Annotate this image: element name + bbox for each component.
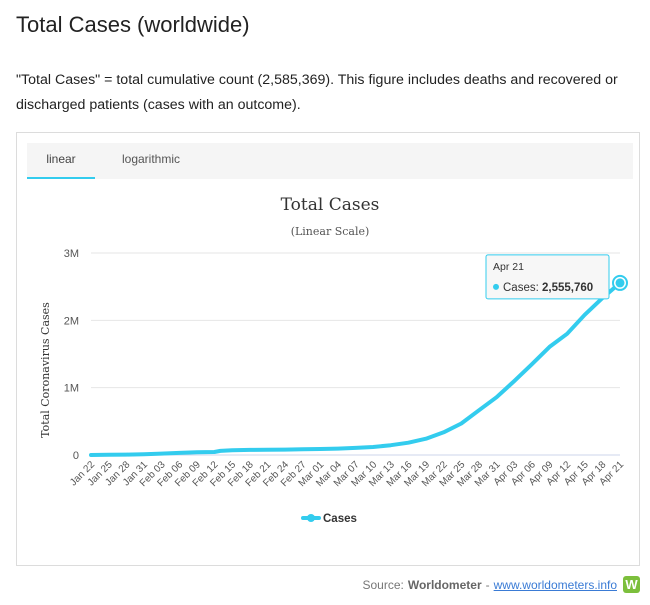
scale-tab-bar: linear logarithmic [27, 143, 633, 179]
tooltip: Apr 21 Cases: 2,555,760 [485, 254, 610, 300]
chart-panel: linear logarithmic Total Cases (Linear S… [16, 132, 640, 566]
page-title: Total Cases (worldwide) [16, 12, 250, 37]
chart-title: Total Cases [281, 195, 380, 215]
y-tick-label: 3M [64, 248, 79, 260]
page-description: "Total Cases" = total cumulative count (… [16, 72, 618, 113]
y-tick-label: 1M [64, 383, 79, 395]
hover-point[interactable] [615, 278, 625, 288]
tab-linear[interactable]: linear [27, 143, 95, 179]
y-tick-label: 0 [73, 450, 79, 462]
tooltip-date: Apr 21 [493, 261, 524, 273]
tooltip-value: Cases: 2,555,760 [503, 282, 593, 294]
total-cases-chart: Total Cases (Linear Scale) Total Coronav… [39, 195, 628, 525]
tooltip-box [485, 254, 610, 300]
tooltip-marker [493, 283, 499, 290]
legend-label-cases[interactable]: Cases [323, 513, 357, 525]
y-tick-label: 2M [64, 315, 79, 327]
chart-subtitle: (Linear Scale) [291, 225, 370, 238]
legend[interactable]: Cases [301, 513, 357, 525]
series-line-cases [89, 280, 622, 457]
legend-marker[interactable] [307, 514, 315, 522]
series-cases [89, 274, 628, 457]
worldometer-logo-icon: W [623, 576, 640, 593]
source-link[interactable]: www.worldometers.info [493, 577, 617, 592]
y-tick-labels: 0 1M 2M 3M [64, 248, 79, 462]
y-axis-label: Total Coronavirus Cases [39, 302, 52, 438]
grid-lines [91, 252, 620, 456]
source-name: Worldometer [407, 577, 482, 592]
source-prefix: Source: [362, 577, 404, 592]
source-credit: Source: Worldometer - www.worldometers.i… [362, 576, 640, 593]
source-separator: - [485, 577, 490, 592]
tab-logarithmic[interactable]: logarithmic [121, 152, 181, 166]
